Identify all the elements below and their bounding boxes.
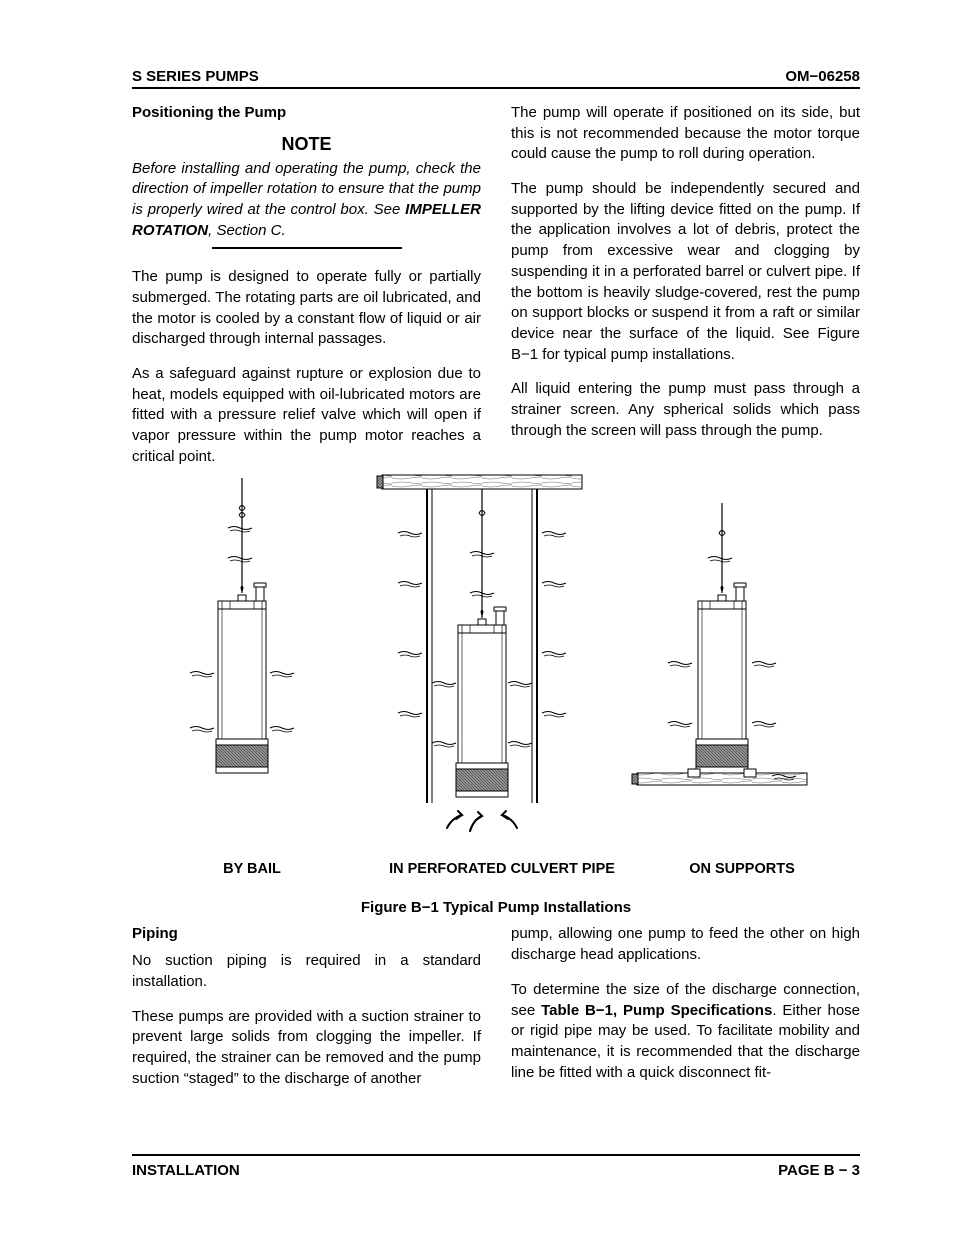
figure-b1: BY BAIL IN PERFORATED CULVERT PIPE ON SU… bbox=[132, 473, 860, 916]
note-divider bbox=[212, 247, 402, 249]
label-on-supports: ON SUPPORTS bbox=[652, 861, 832, 877]
culvert-diagram bbox=[377, 475, 582, 831]
left-column: Positioning the Pump NOTE Before install… bbox=[132, 103, 481, 467]
page-footer: INSTALLATION PAGE B − 3 bbox=[132, 1154, 860, 1179]
by-bail-diagram bbox=[190, 478, 294, 773]
piping-p1: No suction piping is required in a stand… bbox=[132, 951, 481, 992]
note-title: NOTE bbox=[132, 132, 481, 157]
label-culvert: IN PERFORATED CULVERT PIPE bbox=[362, 861, 642, 877]
lower-columns: Piping No suction piping is required in … bbox=[132, 924, 860, 1089]
on-supports-diagram bbox=[632, 503, 807, 785]
pump-installations-diagram bbox=[132, 473, 860, 853]
figure-caption: Figure B−1 Typical Pump Installations bbox=[132, 899, 860, 916]
right-p3: All liquid entering the pump must pass t… bbox=[511, 379, 860, 441]
lower-right-column: pump, allowing one pump to feed the othe… bbox=[511, 924, 860, 1089]
lower-right-p2: To determine the size of the discharge c… bbox=[511, 980, 860, 1083]
label-by-bail: BY BAIL bbox=[162, 861, 342, 877]
footer-left: INSTALLATION bbox=[132, 1162, 240, 1179]
footer-right: PAGE B − 3 bbox=[778, 1162, 860, 1179]
right-column: The pump will operate if positioned on i… bbox=[511, 103, 860, 467]
left-p1: The pump is designed to operate fully or… bbox=[132, 267, 481, 350]
figure-labels: BY BAIL IN PERFORATED CULVERT PIPE ON SU… bbox=[132, 861, 860, 877]
header-right: OM−06258 bbox=[785, 68, 860, 85]
right-p1: The pump will operate if positioned on i… bbox=[511, 103, 860, 165]
page-header: S SERIES PUMPS OM−06258 bbox=[132, 68, 860, 89]
section-heading-positioning: Positioning the Pump bbox=[132, 103, 481, 124]
lower-left-column: Piping No suction piping is required in … bbox=[132, 924, 481, 1089]
note-body: Before installing and operating the pump… bbox=[132, 159, 481, 242]
piping-p2: These pumps are provided with a suction … bbox=[132, 1007, 481, 1090]
lower-right-p1: pump, allowing one pump to feed the othe… bbox=[511, 924, 860, 965]
right-p2: The pump should be independently secured… bbox=[511, 179, 860, 365]
lr-p2-strong: Table B−1, Pump Specifications bbox=[541, 1002, 772, 1019]
section-heading-piping: Piping bbox=[132, 924, 481, 945]
header-left: S SERIES PUMPS bbox=[132, 68, 259, 85]
left-p2: As a safeguard against rupture or explos… bbox=[132, 364, 481, 467]
upper-columns: Positioning the Pump NOTE Before install… bbox=[132, 103, 860, 467]
note-post: , Section C. bbox=[208, 222, 286, 239]
